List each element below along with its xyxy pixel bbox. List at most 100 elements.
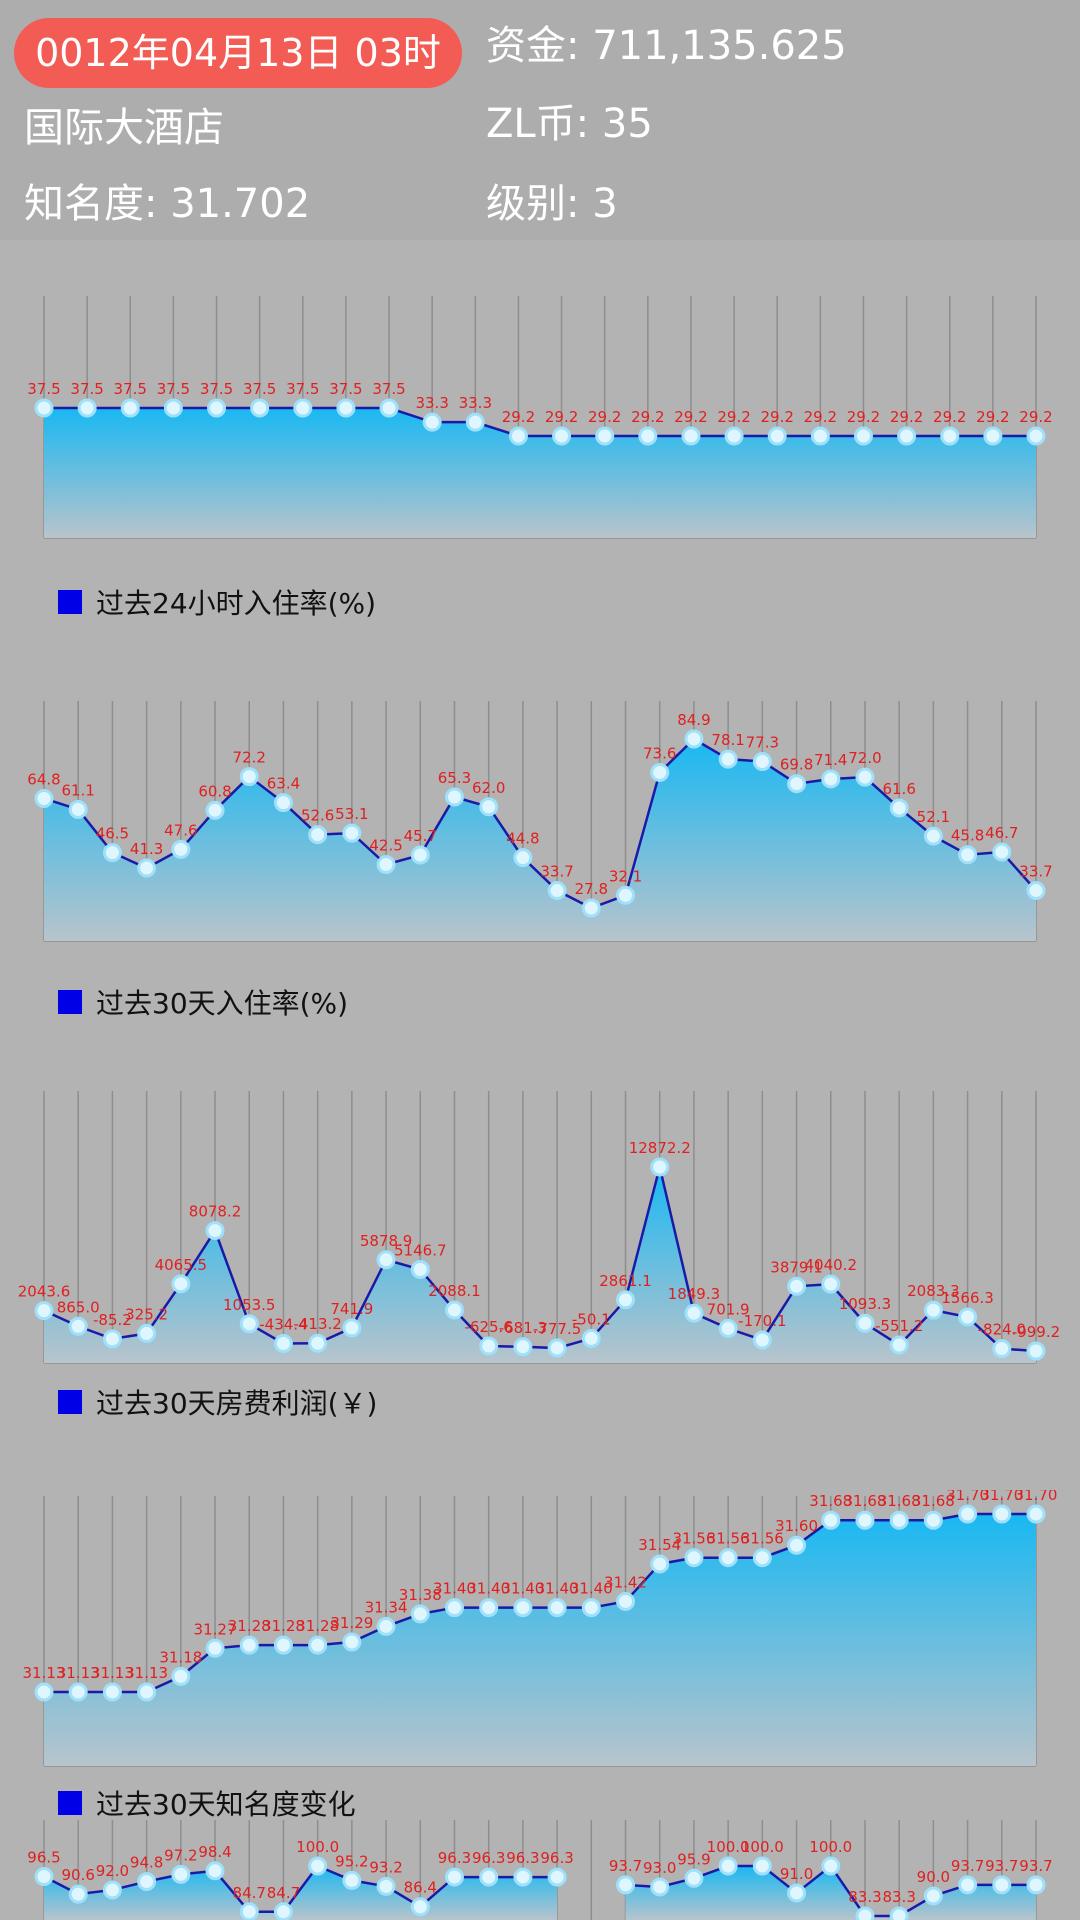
data-point: [718, 1548, 738, 1568]
data-point: [102, 1880, 122, 1900]
occupancy-30d-chart: 64.861.1 46.541.347.6 60.872.263.452.6 53.1…: [27, 701, 1053, 942]
data-point: [444, 1867, 464, 1887]
data-point: [342, 1318, 362, 1338]
data-point: [855, 1510, 875, 1530]
data-label: 98.4: [198, 1843, 231, 1861]
data-label: -625.6: [465, 1318, 513, 1336]
data-label: 29.2: [545, 408, 578, 426]
data-point: [410, 1259, 430, 1279]
data-point: [992, 1339, 1012, 1359]
data-point: [273, 1902, 293, 1920]
data-label: 29.2: [502, 408, 535, 426]
data-label: 93.0: [643, 1859, 676, 1877]
occupancy-30d-legend: 过去30天入住率(%): [58, 982, 348, 1022]
data-label: 37.5: [329, 380, 362, 398]
occupancy-24h-legend: 过去24小时入住率(%): [58, 582, 376, 622]
data-point: [479, 1598, 499, 1618]
data-point: [684, 1303, 704, 1323]
data-point: [171, 1666, 191, 1686]
data-label: 31.70: [1015, 1490, 1058, 1504]
data-point: [684, 1868, 704, 1888]
data-label: 84.7: [267, 1884, 300, 1902]
data-label: 1093.3: [839, 1295, 892, 1313]
data-label: 37.5: [243, 380, 276, 398]
data-label: 96.3: [540, 1849, 573, 1867]
data-label: 2043.6: [18, 1283, 71, 1301]
data-label: 52.6: [301, 807, 334, 825]
legend-swatch: [58, 990, 82, 1014]
data-label: 91.0: [780, 1865, 813, 1883]
data-point: [444, 787, 464, 807]
data-point: [681, 426, 701, 446]
data-point: [547, 881, 567, 901]
data-label: 100.0: [741, 1838, 784, 1856]
data-point: [34, 398, 54, 418]
legend-label: 过去30天知名度变化: [96, 1788, 356, 1821]
data-point: [68, 799, 88, 819]
data-point: [1026, 426, 1046, 446]
date-badge: 0012年04月13日 03时: [14, 18, 462, 88]
data-label: 5878.9: [360, 1232, 413, 1250]
data-point: [34, 1866, 54, 1886]
data-point: [479, 1336, 499, 1356]
data-point: [1026, 1341, 1046, 1361]
data-point: [513, 848, 533, 868]
data-point: [923, 1886, 943, 1906]
data-label: -170.1: [738, 1312, 786, 1330]
zl-coin-value: ZL币: 35: [486, 101, 653, 147]
data-point: [102, 1682, 122, 1702]
data-label: 96.5: [27, 1848, 60, 1866]
data-point: [821, 769, 841, 789]
data-point: [77, 398, 97, 418]
data-point: [810, 426, 830, 446]
data-label: 31.70: [980, 1490, 1023, 1504]
data-label: 31.28: [262, 1617, 305, 1635]
data-point: [940, 426, 960, 446]
data-label: 93.7: [951, 1857, 984, 1875]
data-label: 100.0: [296, 1838, 339, 1856]
data-label: 741.9: [330, 1300, 373, 1318]
data-label: 60.8: [198, 782, 231, 800]
data-label: 33.7: [1019, 863, 1052, 881]
data-point: [205, 800, 225, 820]
data-label: 31.28: [296, 1617, 339, 1635]
data-point: [992, 842, 1012, 862]
data-label: 83.3: [848, 1888, 881, 1906]
data-label: 31.13: [57, 1664, 100, 1682]
data-label: 37.5: [200, 380, 233, 398]
data-label: 29.2: [804, 408, 837, 426]
data-label: -413.2: [293, 1315, 341, 1333]
data-point: [547, 1598, 567, 1618]
data-label: 37.5: [372, 380, 405, 398]
data-point: [376, 1616, 396, 1636]
charts-panel: 37.5 37.5 37.5 37.5 37.5 37.5 37.5 37.5 37.5 33.3…: [0, 240, 1080, 1920]
data-point: [410, 1604, 430, 1624]
data-point: [923, 1510, 943, 1530]
fame-30d-chart: 31.1331.1331.1331.1331.1831.2731.2831.28…: [23, 1490, 1058, 1767]
data-label: 29.2: [674, 408, 707, 426]
data-label: 95.2: [335, 1852, 368, 1870]
data-point: [422, 412, 442, 432]
legend-label: 过去24小时入住率(%): [96, 587, 377, 620]
data-label: 31.28: [228, 1617, 271, 1635]
data-point: [547, 1867, 567, 1887]
data-point: [855, 1313, 875, 1333]
data-label: 29.2: [890, 408, 923, 426]
data-label: 29.2: [976, 408, 1009, 426]
occupancy-24h-chart: 37.5 37.5 37.5 37.5 37.5 37.5 37.5 37.5 37.5 33.3…: [27, 296, 1053, 539]
data-point: [205, 1221, 225, 1241]
data-point: [581, 1328, 601, 1348]
data-label: 2861.1: [599, 1272, 652, 1290]
data-point: [68, 1884, 88, 1904]
data-point: [547, 1338, 567, 1358]
data-label: 29.2: [1019, 408, 1052, 426]
data-point: [650, 1554, 670, 1574]
data-label: 4065.5: [155, 1256, 208, 1274]
data-label: 31.68: [809, 1492, 852, 1510]
data-label: 33.7: [540, 863, 573, 881]
data-point: [552, 426, 572, 446]
data-label: 33.3: [459, 394, 492, 412]
series-line: [43, 1864, 558, 1914]
data-label: 100.0: [707, 1838, 750, 1856]
data-label: 5146.7: [394, 1241, 447, 1259]
